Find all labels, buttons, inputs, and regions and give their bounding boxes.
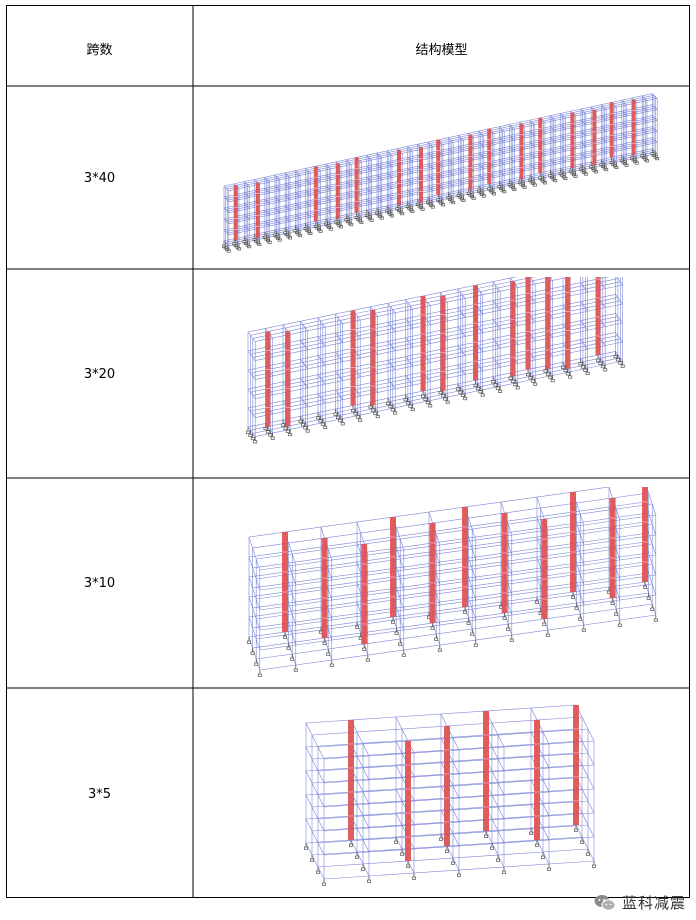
building-frame-model-icon bbox=[247, 487, 658, 677]
wechat-icon bbox=[594, 894, 616, 911]
header-span: 跨数 bbox=[86, 43, 113, 58]
header-model: 结构模型 bbox=[415, 43, 468, 58]
row-span-label: 3*20 bbox=[83, 367, 116, 382]
building-frame-model-icon bbox=[222, 93, 660, 253]
building-frame-model-icon bbox=[304, 704, 596, 886]
watermark: 蓝科减震 bbox=[594, 892, 686, 913]
row-span-label: 3*40 bbox=[83, 171, 116, 186]
structure-model-table: 跨数 结构模型 3*40 3*20 3*10 3*5 bbox=[6, 5, 690, 898]
row-span-label: 3*10 bbox=[83, 576, 116, 591]
watermark-text: 蓝科减震 bbox=[621, 894, 686, 912]
building-frame-model-icon bbox=[246, 277, 625, 444]
table-grid bbox=[6, 5, 690, 898]
row-span-label: 3*5 bbox=[87, 787, 112, 802]
